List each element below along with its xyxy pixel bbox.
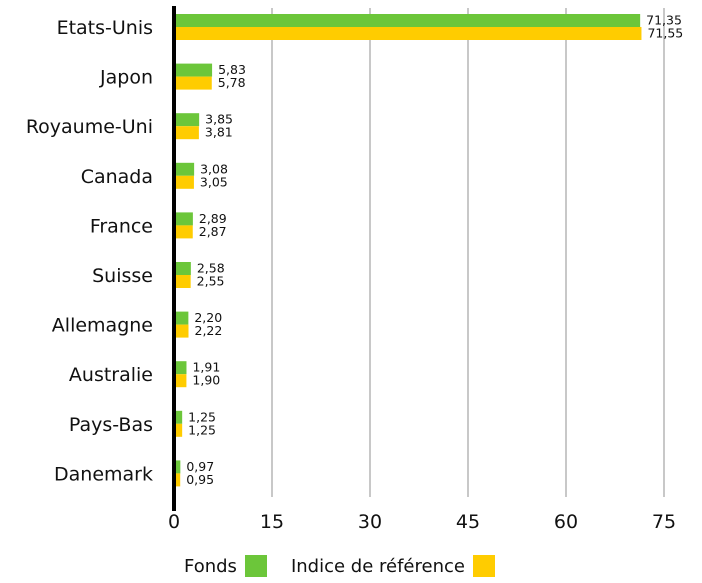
value-label-index-7: 1,90: [192, 373, 220, 388]
value-label-index-8: 1,25: [188, 422, 216, 437]
value-label-index-3: 3,05: [200, 174, 228, 189]
value-label-fonds-3: 3,08: [200, 161, 228, 176]
category-label-5: Suisse: [92, 265, 153, 287]
x-tick-label-75: 75: [652, 511, 676, 533]
bar-fonds-8: [174, 410, 183, 424]
category-label-0: Etats-Unis: [57, 17, 153, 39]
x-tick-label-30: 30: [358, 511, 382, 533]
bar-index-4: [174, 225, 193, 239]
value-label-fonds-0: 71,35: [646, 13, 682, 28]
value-label-index-2: 3,81: [205, 125, 233, 140]
category-label-4: France: [90, 215, 153, 237]
value-label-index-1: 5,78: [218, 75, 246, 90]
bar-fonds-1: [174, 63, 213, 77]
x-tick-label-45: 45: [456, 511, 480, 533]
legend-label-index: Indice de référence: [290, 555, 465, 577]
legend-swatch-fonds: [244, 555, 267, 577]
value-label-index-5: 2,55: [197, 274, 225, 289]
value-label-fonds-7: 1,91: [192, 360, 220, 375]
bar-fonds-5: [174, 262, 191, 275]
bar-fonds-4: [174, 212, 193, 226]
value-label-fonds-9: 0,97: [186, 459, 214, 474]
value-label-index-9: 0,95: [186, 472, 214, 487]
category-label-9: Danemark: [54, 463, 153, 485]
bar-index-0: [174, 27, 642, 40]
x-tick-label-15: 15: [260, 511, 284, 533]
value-label-fonds-2: 3,85: [205, 112, 233, 127]
bar-index-2: [174, 126, 199, 140]
bar-index-7: [174, 374, 187, 388]
chart-legend: Fonds Indice de référence: [184, 553, 495, 579]
bar-index-3: [174, 175, 194, 189]
bar-fonds-0: [174, 14, 641, 27]
bar-fonds-6: [174, 311, 189, 325]
value-label-fonds-5: 2,58: [197, 261, 225, 276]
category-label-1: Japon: [99, 67, 153, 89]
value-label-fonds-4: 2,89: [199, 211, 227, 226]
bar-index-8: [174, 423, 183, 437]
bar-index-1: [174, 76, 212, 90]
legend-swatch-index: [472, 555, 495, 577]
category-label-7: Australie: [69, 364, 153, 386]
category-label-6: Allemagne: [52, 315, 153, 337]
category-label-3: Canada: [81, 166, 153, 188]
bar-index-5: [174, 275, 191, 288]
bar-fonds-7: [174, 361, 187, 375]
value-label-fonds-8: 1,25: [188, 409, 216, 424]
value-label-index-0: 71,55: [647, 26, 683, 41]
legend-label-fonds: Fonds: [184, 555, 237, 577]
bar-fonds-9: [174, 460, 181, 474]
bar-index-6: [174, 324, 189, 338]
value-label-fonds-6: 2,20: [194, 310, 222, 325]
bar-fonds-2: [174, 113, 200, 127]
value-label-fonds-1: 5,83: [218, 62, 246, 77]
value-label-index-6: 2,22: [195, 323, 223, 338]
x-tick-label-0: 0: [168, 511, 180, 533]
value-label-index-4: 2,87: [199, 224, 227, 239]
x-tick-label-60: 60: [554, 511, 578, 533]
bar-index-9: [174, 473, 181, 487]
bar-fonds-3: [174, 162, 195, 176]
category-label-2: Royaume-Uni: [26, 116, 153, 138]
category-label-8: Pays-Bas: [69, 414, 153, 436]
